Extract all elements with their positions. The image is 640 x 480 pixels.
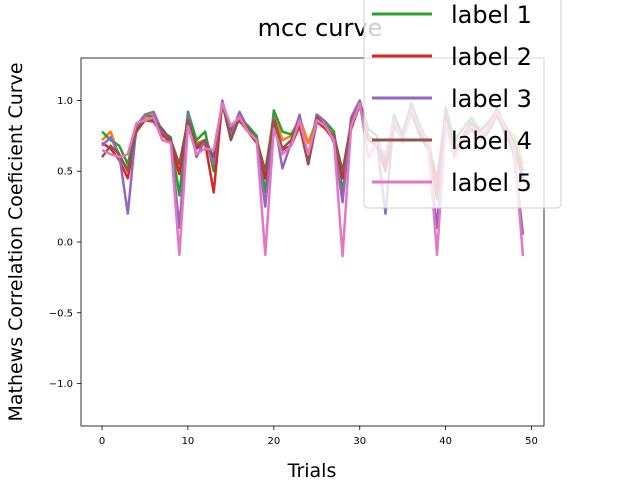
- y-axis-label: Mathews Correlation Coeficient Curve: [5, 62, 27, 421]
- x-axis-label: Trials: [287, 460, 337, 480]
- legend-label: label 2: [451, 43, 532, 71]
- y-tick-label: −1.0: [49, 379, 73, 390]
- x-tick-label: 30: [353, 436, 366, 447]
- chart-title: mcc curve: [258, 14, 383, 42]
- y-tick-label: 1.0: [57, 96, 73, 107]
- legend: label 1 label 2 label 3 label 4 label 5: [363, 0, 562, 209]
- y-tick-label: −0.5: [49, 308, 73, 319]
- y-tick-label: 0.5: [57, 167, 73, 178]
- legend-label: label 1: [451, 1, 532, 29]
- x-tick-label: 50: [525, 436, 538, 447]
- legend-label: label 5: [451, 169, 532, 197]
- y-axis: −1.0 −0.5 0.0 0.5 1.0: [49, 96, 81, 390]
- x-axis: 0 10 20 30 40 50: [99, 426, 538, 447]
- legend-label: label 3: [451, 85, 532, 113]
- x-tick-label: 20: [267, 436, 280, 447]
- x-tick-label: 0: [99, 436, 105, 447]
- x-tick-label: 10: [182, 436, 195, 447]
- y-tick-label: 0.0: [57, 238, 73, 249]
- legend-label: label 4: [451, 127, 532, 155]
- x-tick-label: 40: [439, 436, 452, 447]
- legend-box: [363, 0, 562, 209]
